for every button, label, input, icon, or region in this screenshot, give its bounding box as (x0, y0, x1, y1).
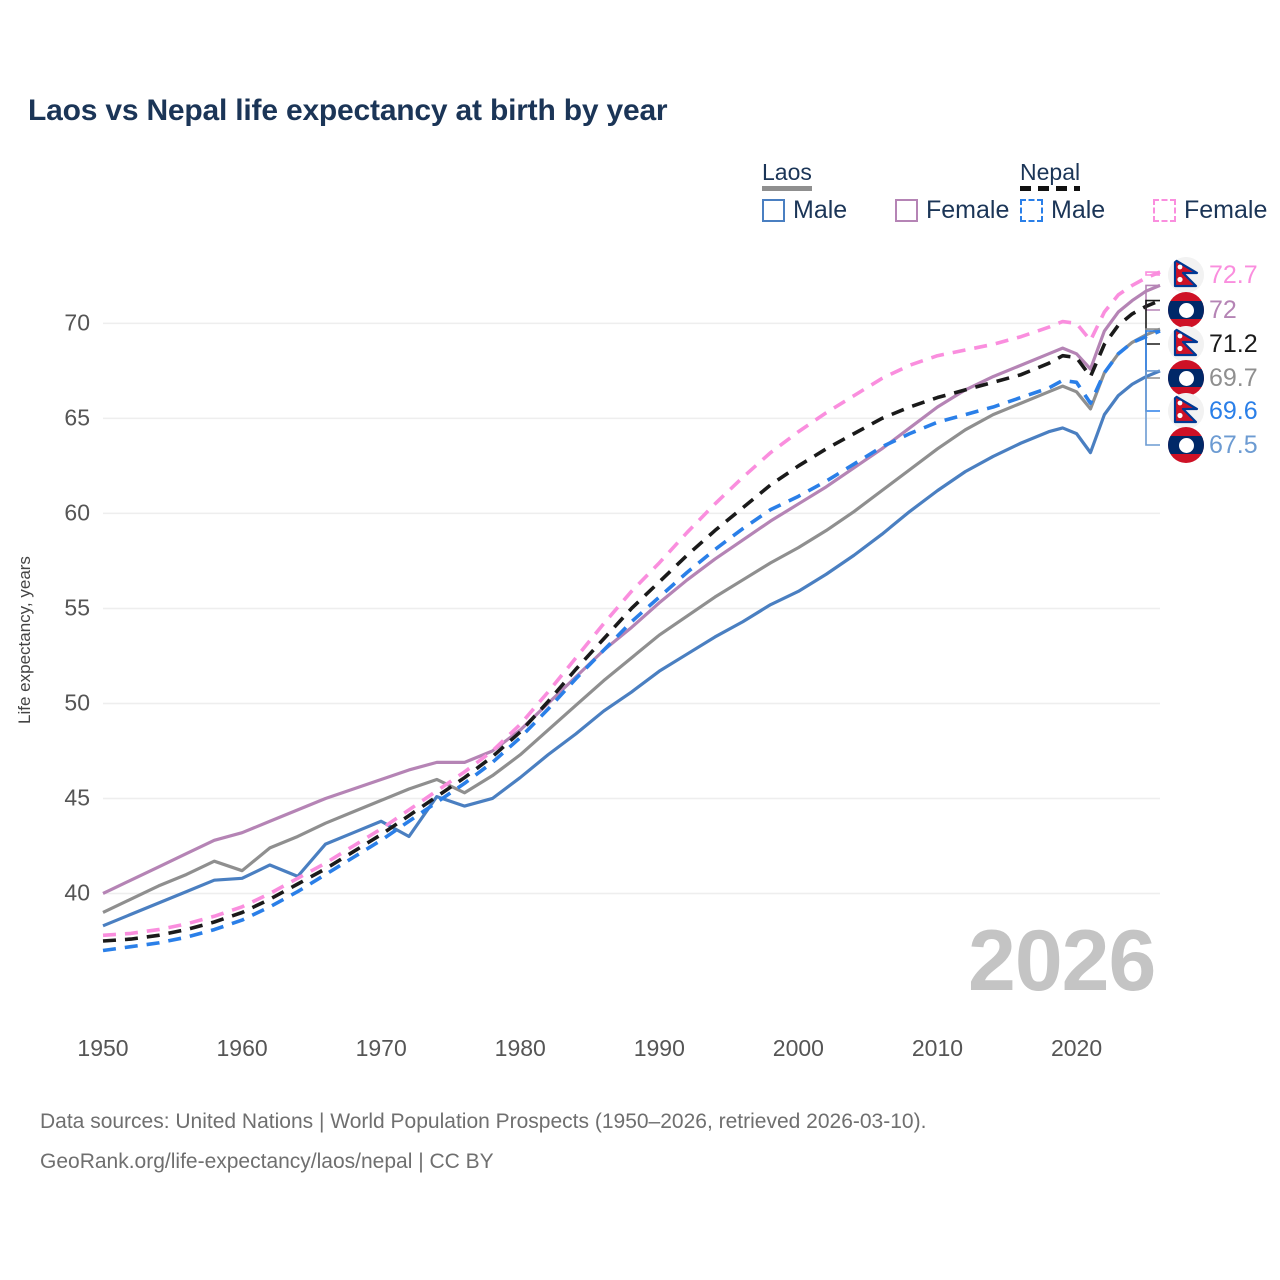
legend-heading-nepal: Nepal (1020, 159, 1081, 191)
x-axis-tick-2020: 2020 (1050, 1035, 1103, 1061)
x-axis-tick-1960: 1960 (216, 1035, 268, 1061)
legend-rule-dashed (1020, 186, 1081, 191)
y-axis-tick-55: 55 (64, 594, 90, 621)
series-line-laos-both (102, 327, 1161, 914)
footer-attribution: GeoRank.org/life-expectancy/laos/nepal |… (40, 1150, 494, 1173)
nepal-flag-icon (1168, 393, 1204, 429)
laos-flag-icon (1168, 427, 1204, 463)
y-axis-tick-50: 50 (64, 689, 90, 716)
leader-line-72 (1145, 284, 1160, 311)
end-label-value: 71.2 (1209, 329, 1258, 358)
y-axis-tick-60: 60 (64, 499, 90, 526)
y-axis-tick-70: 70 (64, 309, 90, 336)
legend-heading-nepal-label: Nepal (1020, 159, 1081, 185)
series-line-nepal-female (102, 270, 1161, 938)
end-label-nepal-72.7: 72.7 (1168, 257, 1258, 293)
end-label-nepal-69.6: 69.6 (1168, 393, 1258, 429)
page-title: Laos vs Nepal life expectancy at birth b… (28, 94, 668, 127)
x-axis-tick-2000: 2000 (772, 1035, 824, 1061)
legend-swatch-icon-laos-female (895, 199, 918, 222)
series-line-laos-female (102, 283, 1161, 895)
legend-heading-laos: Laos (762, 160, 812, 191)
legend-swatch-icon-nepal-female (1153, 199, 1176, 222)
x-axis-tick-1970: 1970 (355, 1035, 407, 1061)
legend-entries: Male Female Male Female (762, 198, 1267, 238)
x-axis-tick-1990: 1990 (633, 1035, 685, 1061)
legend-label-nepal-male: Male (1051, 196, 1106, 224)
legend-label-nepal-female: Female (1184, 196, 1268, 224)
x-axis-tick-1980: 1980 (494, 1035, 546, 1061)
series-line-nepal-male (102, 329, 1161, 953)
end-label-value: 69.6 (1209, 396, 1258, 425)
y-axis-tick-45: 45 (64, 784, 90, 811)
nepal-flag-icon (1168, 326, 1204, 362)
legend-item-nepal-female[interactable]: Female (1153, 198, 1267, 223)
end-label-value: 67.5 (1209, 430, 1258, 459)
legend-country-headings: Laos Nepal (762, 160, 1262, 194)
y-axis-tick-65: 65 (64, 404, 90, 431)
legend-label-laos-female: Female (926, 196, 1010, 224)
laos-flag-icon (1168, 360, 1204, 396)
end-label-laos-72: 72 (1168, 292, 1237, 328)
series-line-nepal-both (102, 298, 1161, 943)
end-label-value: 72.7 (1209, 260, 1258, 289)
legend-item-laos-female[interactable]: Female (895, 198, 1009, 223)
end-label-value: 69.7 (1209, 363, 1258, 392)
nepal-flag-icon (1168, 257, 1204, 293)
end-label-nepal-71.2: 71.2 (1168, 326, 1258, 362)
y-axis-tick-40: 40 (64, 879, 90, 906)
x-axis-tick-2010: 2010 (911, 1035, 964, 1061)
x-axis-tick-1950: 1950 (77, 1035, 129, 1061)
year-watermark: 2026 (968, 913, 1156, 1009)
legend-item-laos-male[interactable]: Male (762, 198, 847, 223)
leader-line-71.2 (1145, 299, 1160, 345)
end-label-laos-67.5: 67.5 (1168, 427, 1258, 463)
legend-swatch-icon-laos-male (762, 199, 785, 222)
footer-data-sources: Data sources: United Nations | World Pop… (40, 1110, 927, 1133)
laos-flag-icon (1168, 292, 1204, 328)
legend-heading-laos-label: Laos (762, 159, 812, 185)
legend-swatch-icon-nepal-male (1020, 199, 1043, 222)
legend-rule-solid (762, 186, 812, 191)
leader-line-72.7 (1145, 271, 1160, 276)
legend-item-nepal-male[interactable]: Male (1020, 198, 1105, 223)
end-label-laos-69.7: 69.7 (1168, 360, 1258, 396)
series-line-laos-male (102, 369, 1161, 928)
leader-line-67.5 (1145, 370, 1160, 446)
end-label-value: 72 (1209, 295, 1237, 324)
legend-label-laos-male: Male (793, 196, 848, 224)
chart-legend: Laos Nepal Male Female Male (762, 160, 1267, 240)
